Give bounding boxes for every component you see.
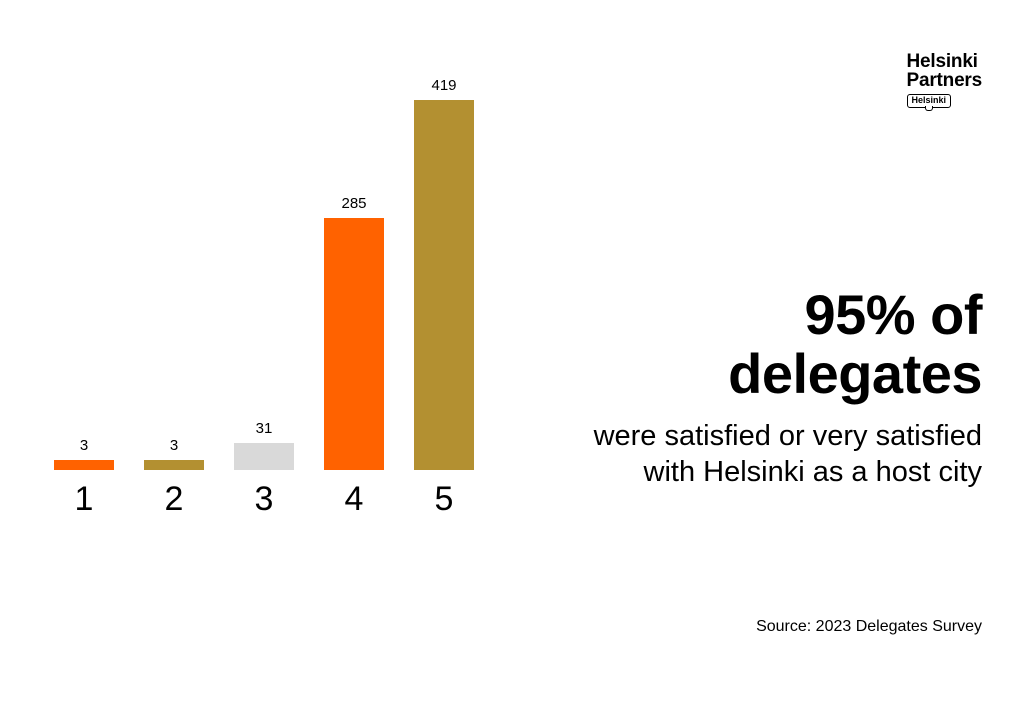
bar-value-label: 419 (414, 77, 474, 94)
bar (54, 460, 114, 470)
satisfaction-bar-chart: 3331285419 12345 (54, 90, 504, 520)
chart-x-axis: 12345 (54, 470, 504, 520)
logo-line-1: Helsinki (907, 52, 983, 71)
infographic-canvas: Helsinki Partners Helsinki 3331285419 12… (0, 0, 1024, 706)
bar-value-label: 31 (234, 420, 294, 437)
bar-value-label: 285 (324, 195, 384, 212)
x-axis-label: 4 (324, 480, 384, 519)
subline-text: were satisfied or very satisfied with He… (542, 418, 982, 491)
bar (324, 218, 384, 470)
bar-value-label: 3 (54, 437, 114, 454)
x-axis-label: 5 (414, 480, 474, 519)
headline-block: 95% of delegates were satisfied or very … (542, 286, 982, 490)
headline-text: 95% of delegates (542, 286, 982, 404)
source-attribution: Source: 2023 Delegates Survey (756, 618, 982, 636)
logo-line-2: Partners (907, 71, 983, 90)
bar (414, 100, 474, 470)
logo-badge: Helsinki (907, 94, 952, 108)
x-axis-label: 3 (234, 480, 294, 519)
brand-logo: Helsinki Partners Helsinki (907, 52, 983, 108)
bar (234, 443, 294, 470)
x-axis-label: 2 (144, 480, 204, 519)
bar (144, 460, 204, 470)
chart-plot-area: 3331285419 (54, 90, 504, 470)
bar-value-label: 3 (144, 437, 204, 454)
x-axis-label: 1 (54, 480, 114, 519)
